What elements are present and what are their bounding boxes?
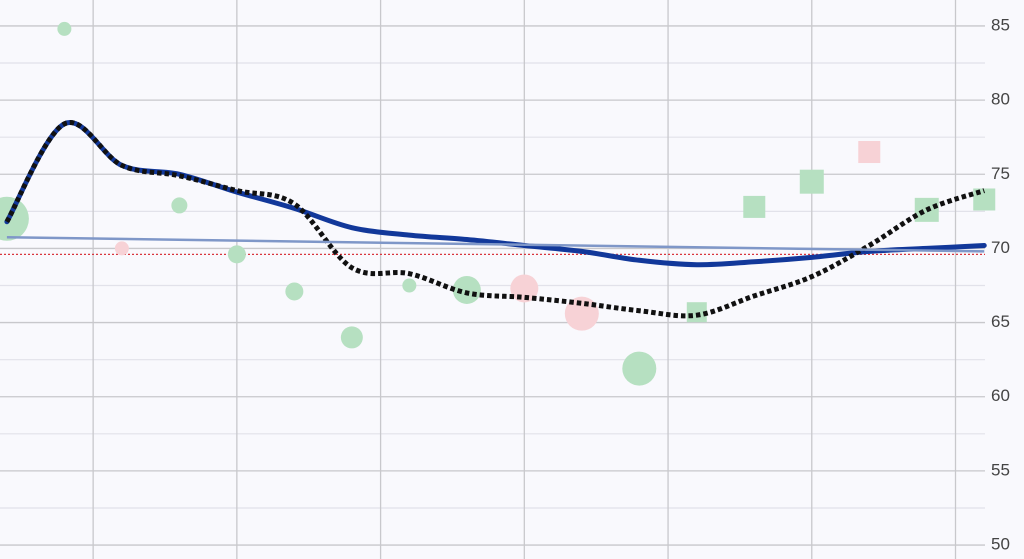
y-tick-label: 85 <box>991 15 1010 34</box>
line-series <box>4 120 986 319</box>
square-point <box>858 141 881 164</box>
circle-point <box>402 278 417 293</box>
circle-point <box>0 196 29 241</box>
y-tick-label: 60 <box>991 386 1010 405</box>
circle-point <box>452 275 481 304</box>
y-tick-label: 50 <box>991 535 1010 554</box>
circle-point <box>227 245 246 264</box>
square-point <box>743 195 766 218</box>
trend-line <box>6 236 985 253</box>
square-point <box>799 169 824 194</box>
circle-point <box>564 296 599 331</box>
circle-point <box>622 351 657 386</box>
y-tick-label: 80 <box>991 90 1010 109</box>
circle-point <box>57 21 72 36</box>
circle-point <box>285 282 304 301</box>
y-tick-label: 70 <box>991 238 1010 257</box>
circle-point <box>340 326 363 349</box>
y-tick-label: 55 <box>991 460 1010 479</box>
circle-point <box>114 241 129 256</box>
y-tick-label: 75 <box>991 164 1010 183</box>
circle-point <box>171 197 188 214</box>
y-tick-label: 65 <box>991 312 1010 331</box>
